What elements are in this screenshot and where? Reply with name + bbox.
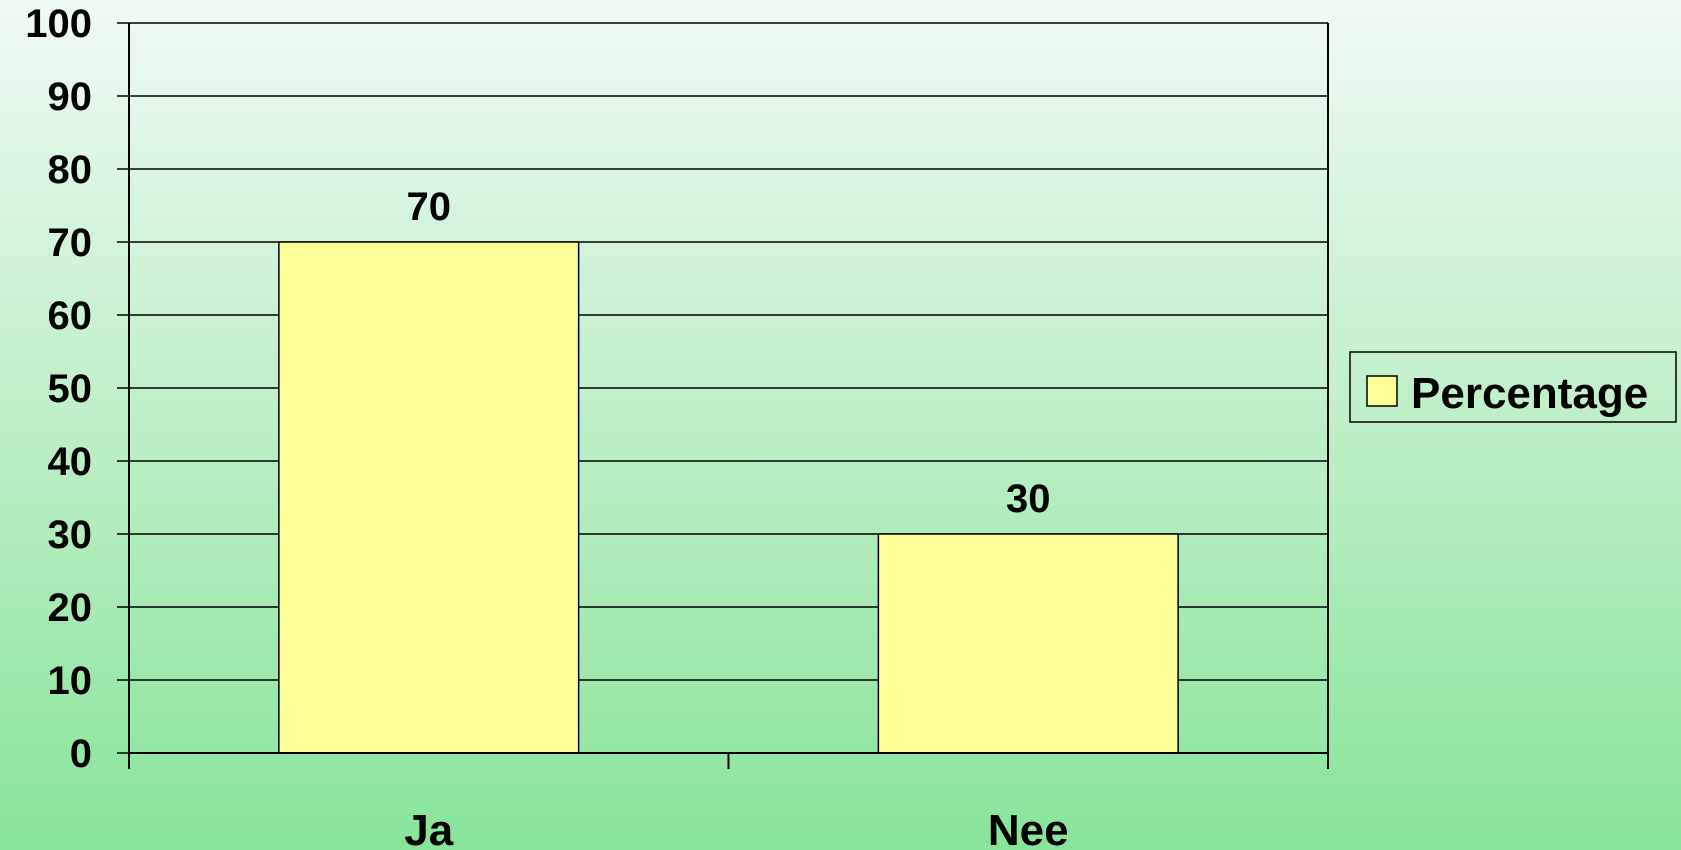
y-tick-label: 30 (48, 513, 93, 557)
bar-nee (877, 533, 1179, 754)
x-category-label: Nee (988, 806, 1069, 850)
y-tick-label: 20 (48, 586, 93, 630)
legend-box (1349, 351, 1677, 423)
y-tick-label: 40 (48, 440, 93, 484)
legend-swatch (1366, 375, 1398, 407)
y-tick-label: 100 (25, 2, 92, 46)
bars (278, 241, 1179, 754)
bar-ja (278, 241, 580, 754)
y-tick-label: 50 (48, 367, 93, 411)
data-label: 70 (407, 185, 452, 229)
y-tick-labels: 0 10 20 30 40 50 60 70 80 90 100 (25, 2, 92, 776)
y-tick-label: 70 (48, 221, 93, 265)
data-labels: 70 30 (407, 185, 1051, 521)
data-label: 30 (1006, 477, 1051, 521)
legend: Percentage (1349, 351, 1677, 423)
axes (128, 23, 1329, 769)
y-tick-label: 10 (48, 659, 93, 703)
y-tick-label: 0 (70, 732, 92, 776)
x-category-label: Ja (404, 806, 453, 850)
y-tick-label: 80 (48, 148, 93, 192)
legend-label: Percentage (1411, 369, 1648, 418)
y-tick-label: 90 (48, 75, 93, 119)
y-tick-label: 60 (48, 294, 93, 338)
x-category-labels: Ja Nee (404, 806, 1068, 850)
